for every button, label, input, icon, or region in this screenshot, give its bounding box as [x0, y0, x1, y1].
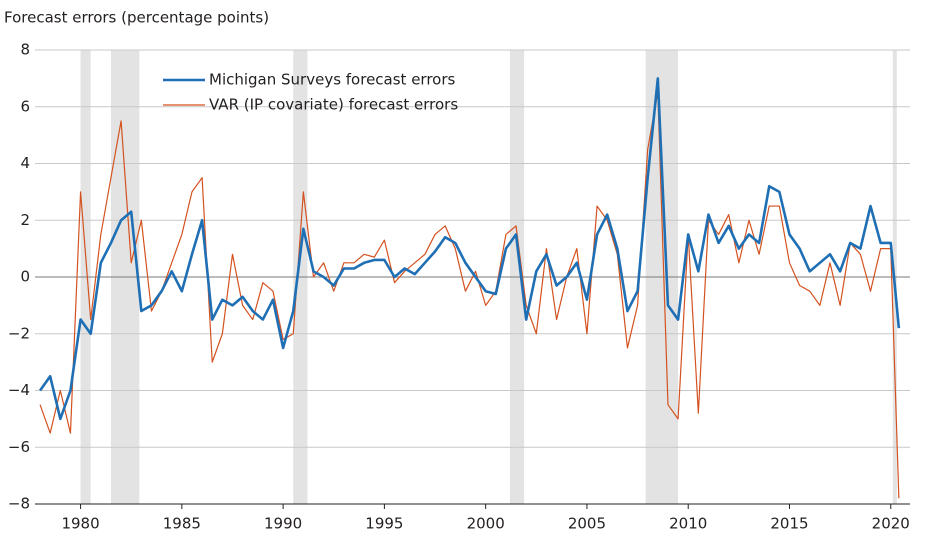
x-tick-label: 2010	[669, 515, 707, 533]
chart-title: Forecast errors (percentage points)	[4, 9, 269, 27]
x-tick-label: 2000	[467, 515, 505, 533]
x-tick-label: 1990	[264, 515, 302, 533]
legend-label: VAR (IP covariate) forecast errors	[209, 96, 458, 114]
series-line	[39, 77, 901, 421]
x-tick-label: 1995	[365, 515, 403, 533]
y-tick-label: 6	[20, 97, 30, 115]
x-tick-label: 1985	[163, 515, 201, 533]
x-tick-label: 2020	[872, 515, 910, 533]
y-tick-label: 8	[20, 41, 30, 59]
y-tick-label: −4	[8, 381, 30, 399]
x-tick-label: 1980	[61, 515, 99, 533]
series-line	[39, 91, 900, 499]
x-tick-label: 2015	[770, 515, 808, 533]
y-tick-label: 0	[20, 268, 30, 286]
y-tick-label: 2	[20, 211, 30, 229]
y-tick-label: 4	[20, 154, 30, 172]
legend-label: Michigan Surveys forecast errors	[209, 71, 456, 89]
y-tick-label: −6	[8, 438, 30, 456]
y-tick-label: −8	[8, 495, 30, 513]
y-tick-label: −2	[8, 324, 30, 342]
x-tick-label: 2005	[568, 515, 606, 533]
